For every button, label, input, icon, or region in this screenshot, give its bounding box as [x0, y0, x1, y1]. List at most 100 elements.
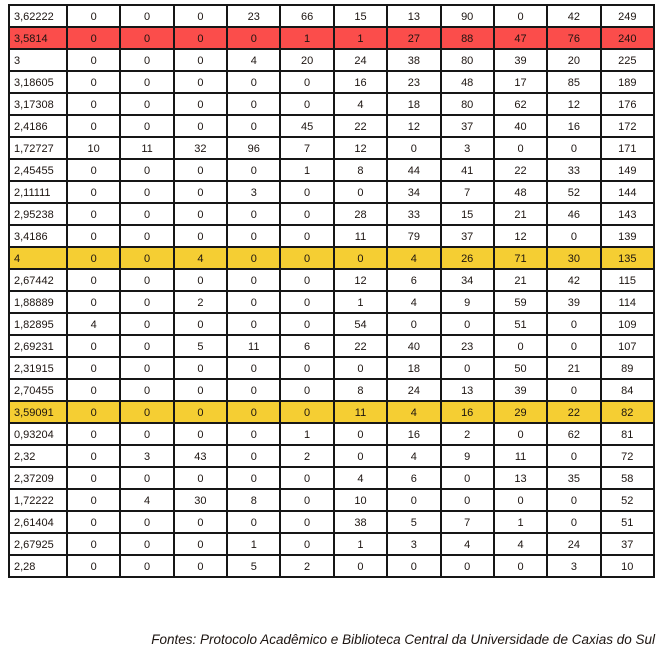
table-row: 0,93204 0 0 0 0 1 0 16 2 0 62 81: [8, 422, 656, 446]
value-cell: 0: [226, 356, 282, 380]
value-cell: 0: [65, 422, 122, 446]
value-cell: 52: [546, 180, 602, 204]
value-cell: 3: [119, 444, 175, 468]
value-cell: 0: [546, 488, 602, 512]
index-cell: 2,95238: [8, 202, 68, 226]
total-cell: 171: [599, 136, 656, 160]
index-cell: 2,67442: [8, 268, 68, 292]
value-cell: 0: [439, 356, 495, 380]
value-cell: 0: [439, 312, 495, 336]
value-cell: 0: [439, 488, 495, 512]
value-cell: 0: [279, 202, 335, 226]
value-cell: 0: [226, 400, 282, 424]
value-cell: 33: [386, 202, 442, 226]
value-cell: 71: [492, 246, 549, 270]
value-cell: 22: [492, 158, 549, 182]
value-cell: 0: [119, 554, 175, 578]
value-cell: 0: [65, 356, 122, 380]
value-cell: 0: [226, 202, 282, 226]
value-cell: 0: [172, 202, 229, 226]
total-cell: 249: [599, 4, 656, 28]
value-cell: 0: [226, 444, 282, 468]
value-cell: 24: [546, 532, 602, 556]
table-row: 3,18605 0 0 0 0 0 16 23 48 17 85 189: [8, 70, 656, 94]
table-row: 2,45455 0 0 0 0 1 8 44 41 22 33 149: [8, 158, 656, 182]
value-cell: 13: [439, 378, 495, 402]
value-cell: 1: [332, 532, 389, 556]
total-cell: 143: [599, 202, 656, 226]
value-cell: 21: [492, 268, 549, 292]
value-cell: 39: [546, 290, 602, 314]
value-cell: 0: [172, 4, 229, 28]
value-cell: 0: [65, 554, 122, 578]
value-cell: 0: [65, 246, 122, 270]
value-cell: 5: [226, 554, 282, 578]
value-cell: 0: [65, 92, 122, 116]
value-cell: 42: [546, 4, 602, 28]
value-cell: 38: [386, 48, 442, 72]
value-cell: 66: [279, 4, 335, 28]
value-cell: 3: [226, 180, 282, 204]
value-cell: 16: [439, 400, 495, 424]
value-cell: 0: [386, 136, 442, 160]
value-cell: 12: [492, 224, 549, 248]
value-cell: 43: [172, 444, 229, 468]
value-cell: 0: [65, 224, 122, 248]
value-cell: 0: [119, 48, 175, 72]
value-cell: 0: [172, 48, 229, 72]
total-cell: 189: [599, 70, 656, 94]
total-cell: 37: [599, 532, 656, 556]
value-cell: 3: [386, 532, 442, 556]
total-cell: 89: [599, 356, 656, 380]
index-cell: 3,59091: [8, 400, 68, 424]
table-row: 2,61404 0 0 0 0 0 38 5 7 1 0 51: [8, 510, 656, 534]
value-cell: 4: [332, 92, 389, 116]
value-cell: 46: [546, 202, 602, 226]
table-row: 1,82895 4 0 0 0 0 54 0 0 51 0 109: [8, 312, 656, 336]
value-cell: 0: [546, 312, 602, 336]
value-cell: 26: [439, 246, 495, 270]
value-cell: 24: [386, 378, 442, 402]
value-cell: 7: [439, 510, 495, 534]
value-cell: 0: [65, 290, 122, 314]
value-cell: 3: [439, 136, 495, 160]
value-cell: 11: [332, 224, 389, 248]
value-cell: 0: [119, 4, 175, 28]
value-cell: 2: [279, 444, 335, 468]
index-cell: 3,17308: [8, 92, 68, 116]
index-cell: 4: [8, 246, 68, 270]
total-cell: 72: [599, 444, 656, 468]
value-cell: 0: [279, 246, 335, 270]
index-cell: 2,37209: [8, 466, 68, 490]
index-cell: 2,45455: [8, 158, 68, 182]
value-cell: 23: [386, 70, 442, 94]
value-cell: 30: [172, 488, 229, 512]
value-cell: 0: [226, 158, 282, 182]
value-cell: 0: [119, 356, 175, 380]
table-row: 2,32 0 3 43 0 2 0 4 9 11 0 72: [8, 444, 656, 468]
value-cell: 0: [279, 92, 335, 116]
index-cell: 2,32: [8, 444, 68, 468]
value-cell: 80: [439, 92, 495, 116]
value-cell: 20: [546, 48, 602, 72]
total-cell: 149: [599, 158, 656, 182]
value-cell: 0: [279, 224, 335, 248]
table-row: 2,69231 0 0 5 11 6 22 40 23 0 0 107: [8, 334, 656, 358]
value-cell: 0: [279, 356, 335, 380]
value-cell: 30: [546, 246, 602, 270]
value-cell: 0: [65, 532, 122, 556]
value-cell: 11: [119, 136, 175, 160]
value-cell: 8: [226, 488, 282, 512]
value-cell: 3: [546, 554, 602, 578]
value-cell: 0: [119, 158, 175, 182]
total-cell: 115: [599, 268, 656, 292]
source-note: Fontes: Protocolo Acadêmico e Biblioteca…: [151, 632, 655, 647]
value-cell: 0: [226, 70, 282, 94]
index-cell: 2,67925: [8, 532, 68, 556]
value-cell: 0: [172, 378, 229, 402]
total-cell: 81: [599, 422, 656, 446]
value-cell: 0: [279, 312, 335, 336]
total-cell: 10: [599, 554, 656, 578]
value-cell: 0: [546, 444, 602, 468]
